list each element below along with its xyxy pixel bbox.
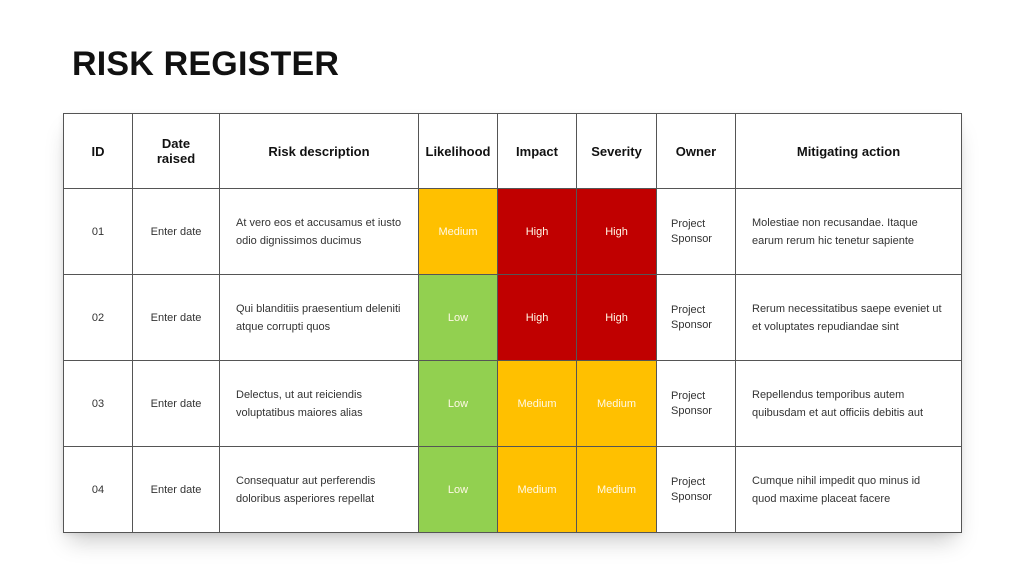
cell-owner: Project Sponsor [656, 360, 736, 447]
table-header-row: ID Date raised Risk description Likeliho… [63, 113, 962, 189]
header-date-line2: raised [156, 151, 196, 166]
cell-mitigating-action: Cumque nihil impedit quo minus id quod m… [735, 446, 962, 533]
owner-line1: Project [671, 475, 706, 488]
header-owner: Owner [656, 113, 736, 189]
header-date-line1: Date [161, 136, 191, 151]
owner-line2: Sponsor [671, 318, 712, 331]
header-mitigating-action: Mitigating action [735, 113, 962, 189]
table-row: 01 Enter date At vero eos et accusamus e… [63, 188, 962, 275]
cell-id: 01 [63, 188, 133, 275]
owner-line2: Sponsor [671, 490, 712, 503]
cell-date[interactable]: Enter date [132, 274, 220, 361]
cell-owner: Project Sponsor [656, 446, 736, 533]
risk-register-table-container: ID Date raised Risk description Likeliho… [63, 113, 962, 533]
table-row: 04 Enter date Consequatur aut perferendi… [63, 446, 962, 533]
cell-likelihood: Medium [418, 188, 498, 275]
cell-mitigating-action: Repellendus temporibus autem quibusdam e… [735, 360, 962, 447]
cell-risk-description: Consequatur aut perferendis doloribus as… [219, 446, 419, 533]
risk-register-table: ID Date raised Risk description Likeliho… [63, 113, 962, 533]
cell-id: 02 [63, 274, 133, 361]
cell-likelihood: Low [418, 360, 498, 447]
cell-date[interactable]: Enter date [132, 188, 220, 275]
table-row: 02 Enter date Qui blanditiis praesentium… [63, 274, 962, 361]
header-likelihood: Likelihood [418, 113, 498, 189]
cell-date[interactable]: Enter date [132, 446, 220, 533]
cell-severity: Medium [576, 360, 657, 447]
cell-likelihood: Low [418, 446, 498, 533]
owner-line1: Project [671, 303, 706, 316]
cell-mitigating-action: Molestiae non recusandae. Itaque earum r… [735, 188, 962, 275]
header-impact: Impact [497, 113, 577, 189]
header-severity: Severity [576, 113, 657, 189]
cell-severity: High [576, 188, 657, 275]
table-row: 03 Enter date Delectus, ut aut reiciendi… [63, 360, 962, 447]
cell-risk-description: Delectus, ut aut reiciendis voluptatibus… [219, 360, 419, 447]
cell-impact: High [497, 188, 577, 275]
owner-line2: Sponsor [671, 232, 712, 245]
cell-id: 04 [63, 446, 133, 533]
header-risk-description: Risk description [219, 113, 419, 189]
cell-impact: Medium [497, 360, 577, 447]
cell-impact: High [497, 274, 577, 361]
owner-line1: Project [671, 389, 706, 402]
cell-mitigating-action: Rerum necessitatibus saepe eveniet ut et… [735, 274, 962, 361]
cell-owner: Project Sponsor [656, 274, 736, 361]
page-title: RISK REGISTER [72, 45, 340, 83]
cell-owner: Project Sponsor [656, 188, 736, 275]
cell-id: 03 [63, 360, 133, 447]
cell-severity: High [576, 274, 657, 361]
cell-likelihood: Low [418, 274, 498, 361]
cell-impact: Medium [497, 446, 577, 533]
header-date-raised: Date raised [132, 113, 220, 189]
cell-risk-description: Qui blanditiis praesentium deleniti atqu… [219, 274, 419, 361]
cell-risk-description: At vero eos et accusamus et iusto odio d… [219, 188, 419, 275]
cell-date[interactable]: Enter date [132, 360, 220, 447]
cell-severity: Medium [576, 446, 657, 533]
header-id: ID [63, 113, 133, 189]
owner-line1: Project [671, 217, 706, 230]
owner-line2: Sponsor [671, 404, 712, 417]
